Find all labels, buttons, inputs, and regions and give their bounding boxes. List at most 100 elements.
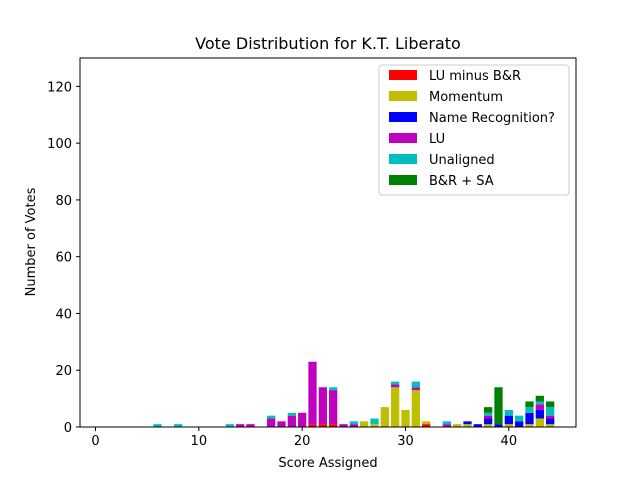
bar-score-43-series-3 [535,404,544,410]
legend-swatch [389,91,417,101]
bar-score-41-series-4 [515,415,524,422]
bar-score-30-series-1 [401,409,410,427]
legend-label: LU minus B&R [429,69,521,84]
bar-score-40-series-2 [504,415,513,425]
bar-score-8-series-4 [174,424,183,427]
bar-score-37-series-2 [473,424,482,427]
bar-score-18-series-3 [277,421,286,427]
bar-score-41-series-2 [515,421,524,427]
y-tick-label: 80 [55,194,72,209]
bar-score-43-series-1 [535,418,544,427]
legend-box [378,64,570,196]
bar-score-42-series-2 [525,412,534,425]
bar-score-23-series-0 [329,424,338,427]
bar-score-28-series-1 [380,407,389,427]
bar-score-21-series-0 [308,424,317,427]
bar-score-31-series-4 [411,381,420,388]
legend-swatch [389,112,417,122]
y-axis-title: Number of Votes [24,187,39,296]
y-tick-label: 100 [47,137,72,152]
bar-score-20-series-3 [298,412,307,427]
bar-score-38-series-4 [484,412,493,416]
x-axis-title: Score Assigned [278,456,377,471]
bar-score-29-series-3 [391,384,400,388]
y-tick-label: 60 [55,251,72,266]
bar-score-32-series-0 [422,424,431,427]
bar-score-29-series-1 [391,387,400,427]
bar-score-31-series-1 [411,390,420,427]
legend-label: LU [429,132,445,147]
legend-label: Unaligned [429,153,495,168]
bar-score-44-series-5 [546,401,555,408]
bar-score-15-series-3 [246,424,255,427]
x-tick-label: 10 [191,434,208,449]
x-tick-label: 30 [397,434,414,449]
bar-score-22-series-3 [318,387,327,425]
bar-score-40-series-1 [504,424,513,427]
legend-label: B&R + SA [429,174,494,189]
y-tick-label: 40 [55,307,72,322]
y-axis: 0 20 40 60 80 100 120 [47,80,80,436]
bar-score-38-series-1 [484,424,493,427]
bar-score-25-series-4 [349,421,358,425]
y-tick-label: 120 [47,80,72,95]
bar-score-13-series-4 [225,424,234,427]
bar-score-17-series-4 [267,415,276,419]
plot-frame [79,57,577,428]
bar-score-23-series-3 [329,390,338,425]
bar-score-21-series-3 [308,361,317,425]
legend-swatch [389,70,417,80]
bar-score-23-series-4 [329,387,338,391]
bar-score-34-series-3 [442,424,451,427]
bar-score-22-series-0 [318,424,327,427]
bar-score-42-series-4 [525,407,534,413]
legend-label: Momentum [429,90,503,105]
bar-score-34-series-4 [442,421,451,425]
bar-score-42-series-1 [525,424,534,427]
legend-swatch [389,154,417,164]
bar-score-44-series-3 [546,415,555,419]
bars-layer [153,361,555,427]
chart-title: Vote Distribution for K.T. Liberato [195,34,461,53]
bar-score-42-series-5 [525,401,534,408]
bar-score-32-series-1 [422,421,431,425]
bar-score-6-series-4 [153,424,162,427]
bar-score-36-series-1 [463,424,472,427]
bar-score-39-series-5 [494,387,503,425]
bar-score-19-series-3 [287,415,296,427]
bar-score-19-series-4 [287,412,296,416]
bar-score-43-series-5 [535,395,544,402]
x-tick-label: 40 [501,434,518,449]
legend: LU minus B&R Momentum Name Recognition? LU U… [378,64,570,196]
legend-swatch [389,175,417,185]
bar-score-27-series-4 [370,418,379,425]
bar-score-38-series-3 [484,415,493,419]
bar-score-36-series-2 [463,421,472,425]
bar-score-35-series-1 [453,424,462,427]
bar-score-43-series-2 [535,409,544,419]
legend-label: Name Recognition? [429,111,555,126]
bar-score-25-series-3 [349,424,358,427]
bar-score-17-series-3 [267,418,276,427]
bar-score-31-series-3 [411,387,420,391]
y-tick-label: 0 [64,421,72,436]
bar-score-26-series-1 [360,421,369,427]
bar-score-24-series-3 [339,424,348,427]
bar-score-44-series-1 [546,424,555,427]
bar-score-27-series-1 [370,424,379,427]
x-tick-label: 0 [91,434,99,449]
bar-score-38-series-5 [484,407,493,413]
legend-swatch [389,133,417,143]
bar-score-39-series-2 [494,424,503,427]
bar-score-44-series-4 [546,407,555,416]
bar-score-38-series-2 [484,418,493,425]
bar-score-43-series-4 [535,401,544,405]
x-axis: 0 10 20 30 40 [91,427,517,449]
bar-score-44-series-2 [546,418,555,425]
y-tick-label: 20 [55,364,72,379]
bar-score-40-series-4 [504,409,513,416]
bar-score-14-series-3 [236,424,245,427]
bar-score-29-series-4 [391,381,400,385]
x-tick-label: 20 [294,434,311,449]
